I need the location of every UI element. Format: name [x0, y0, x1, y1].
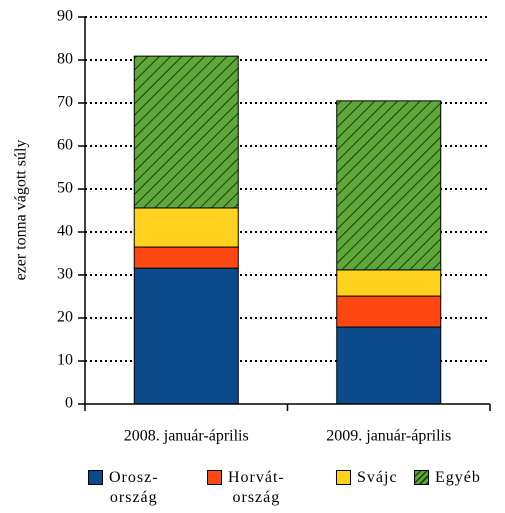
legend-label: Egyéb: [435, 469, 481, 486]
legend-item: Orosz- ország: [88, 468, 159, 508]
legend-label: Svájc: [357, 469, 398, 486]
bar-segment: [133, 267, 239, 405]
bar-segment: [133, 55, 239, 209]
legend-label: Orosz- ország: [109, 469, 159, 506]
bar-segment: [336, 295, 442, 328]
legend-swatch: [414, 470, 429, 485]
legend-swatch: [88, 470, 103, 485]
bar-segment: [336, 269, 442, 297]
y-tick-label: 80: [57, 51, 73, 68]
bar-segment: [133, 246, 239, 269]
bar-segment: [336, 326, 442, 405]
legend-swatch: [336, 470, 351, 485]
y-tick-label: 70: [57, 94, 73, 111]
y-tick-label: 30: [57, 266, 73, 283]
y-tick-label: 50: [57, 180, 73, 197]
bar-segment: [336, 100, 442, 271]
legend-swatch: [207, 470, 222, 485]
y-tick-label: 60: [57, 137, 73, 154]
legend-label: Horvát- ország: [228, 469, 285, 506]
legend-item: Egyéb: [414, 468, 481, 488]
y-axis-label: ezer tonna vágott súly: [13, 140, 30, 281]
y-tick-label: 20: [57, 309, 73, 326]
x-tick-label: 2009. január-április: [326, 428, 451, 445]
x-tick-label: 2008. január-április: [124, 428, 249, 445]
legend-item: Svájc: [336, 468, 398, 488]
y-tick-label: 10: [57, 352, 73, 369]
bar-segment: [133, 207, 239, 248]
y-tick-label: 90: [57, 8, 73, 25]
y-tick-label: 0: [65, 395, 73, 412]
y-tick-label: 40: [57, 223, 73, 240]
legend-item: Horvát- ország: [207, 468, 285, 508]
